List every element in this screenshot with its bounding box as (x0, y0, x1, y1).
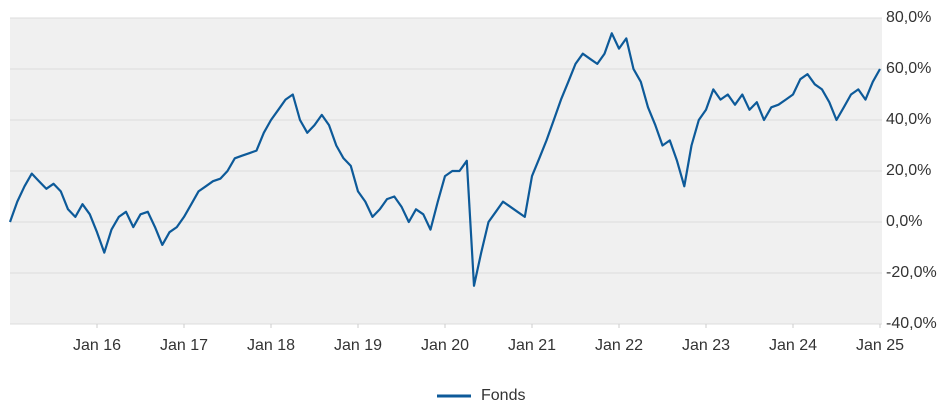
x-tick-label: Jan 19 (334, 337, 382, 354)
y-tick-label: -40,0% (886, 315, 937, 332)
x-tick-label: Jan 21 (508, 337, 556, 354)
x-tick-label: Jan 23 (682, 337, 730, 354)
x-tick-label: Jan 20 (421, 337, 469, 354)
y-tick-label: 20,0% (886, 162, 931, 179)
x-tick-label: Jan 24 (769, 337, 817, 354)
x-tick-label: Jan 17 (160, 337, 208, 354)
y-tick-label: 40,0% (886, 111, 931, 128)
y-tick-label: 60,0% (886, 60, 931, 77)
y-tick-label: 80,0% (886, 9, 931, 26)
x-tick-label: Jan 25 (856, 337, 904, 354)
series-line (8, 32, 881, 287)
x-tick-label: Jan 16 (73, 337, 121, 354)
x-tick-label: Jan 18 (247, 337, 295, 354)
y-tick-label: -20,0% (886, 264, 937, 281)
legend-label: Fonds (481, 387, 525, 403)
x-tick-label: Jan 22 (595, 337, 643, 354)
y-tick-label: 0,0% (886, 213, 922, 230)
